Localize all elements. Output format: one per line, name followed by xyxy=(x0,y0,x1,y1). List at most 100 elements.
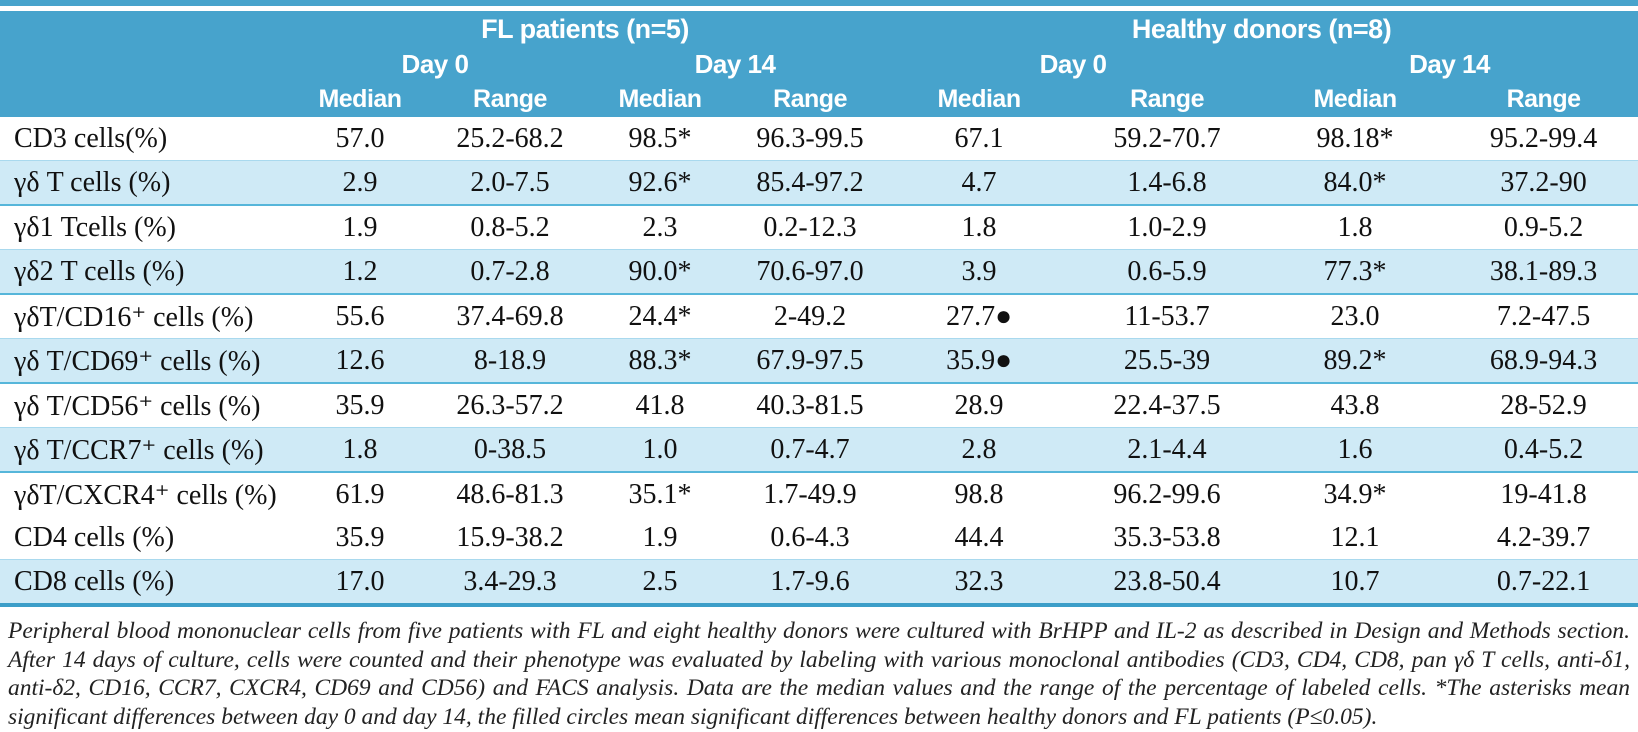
table-row: CD3 cells(%) 57.0 25.2-68.2 98.5* 96.3-99.5 6… xyxy=(0,117,1638,161)
value-cell: 88.3* xyxy=(585,338,735,384)
col-header-row: Median Range Median Range Median Range M… xyxy=(0,81,1638,117)
value-cell: 11-53.7 xyxy=(1124,300,1210,332)
value-cell: 2.0-7.5 xyxy=(435,160,585,206)
value-cell: 37.2-90 xyxy=(1449,160,1638,206)
table-row: γδ T cells (%) 2.9 2.0-7.5 92.6* 85.4-97.2 4.… xyxy=(0,160,1638,206)
value-cell: 2.1-4.4 xyxy=(1073,427,1262,473)
value-cell: 1.6 xyxy=(1261,427,1450,473)
value-cell: 1.9 xyxy=(342,211,378,243)
value-cell: 61.9 xyxy=(335,478,385,510)
row-label: γδ T/CCR7⁺ cells (%) xyxy=(0,427,285,473)
phenotype-table: FL patients (n=5) Healthy donors (n=8) D… xyxy=(0,11,1638,607)
day-header-hd-day0: Day 0 xyxy=(885,48,1262,81)
table-row: γδ T/CD69⁺ cells (%) 12.6 8-18.9 88.3* 67.9-… xyxy=(0,338,1638,384)
day-header-row: Day 0 Day 14 Day 0 Day 14 xyxy=(0,48,1638,81)
value-cell: 70.6-97.0 xyxy=(735,249,886,295)
value-cell: 98.8 xyxy=(954,478,1004,510)
value-cell: 35.1* xyxy=(628,478,692,510)
value-cell: 57.0 xyxy=(335,122,385,154)
value-cell: 0.4-5.2 xyxy=(1449,427,1638,473)
value-cell: 2.9 xyxy=(285,160,435,206)
value-cell: 1.8 xyxy=(961,211,997,243)
value-cell: 44.4 xyxy=(954,521,1004,553)
value-cell: 28.9 xyxy=(954,389,1004,421)
value-cell: 28-52.9 xyxy=(1500,389,1587,421)
value-cell: 24.4* xyxy=(628,300,692,332)
value-cell: 35.9 xyxy=(335,389,385,421)
value-cell: 12.1 xyxy=(1330,521,1380,553)
col-header-range: Range xyxy=(435,81,585,117)
top-rule xyxy=(0,0,1638,6)
value-cell: 17.0 xyxy=(285,559,435,607)
table-footnote: Peripheral blood mononuclear cells from … xyxy=(8,618,1630,730)
value-cell: 1.0 xyxy=(585,427,735,473)
value-cell: 43.8 xyxy=(1330,389,1380,421)
value-cell: 96.3-99.5 xyxy=(756,122,864,154)
value-cell: 12.6 xyxy=(285,338,435,384)
col-header-median: Median xyxy=(885,81,1074,117)
value-cell: 22.4-37.5 xyxy=(1113,389,1221,421)
row-label: γδ1 Tcells (%) xyxy=(14,211,176,243)
corner-cell xyxy=(0,48,285,81)
value-cell: 1.4-6.8 xyxy=(1073,160,1262,206)
table-row: CD8 cells (%) 17.0 3.4-29.3 2.5 1.7-9.6 32.3 2… xyxy=(0,559,1638,607)
value-cell: 0.7-22.1 xyxy=(1449,559,1638,607)
value-cell: 3.9 xyxy=(885,249,1074,295)
table-row: γδT/CD16⁺ cells (%) 55.6 37.4-69.8 24.4* 2-4… xyxy=(0,294,1638,339)
group-header-healthy-donors: Healthy donors (n=8) xyxy=(885,11,1638,48)
value-cell: 2.3 xyxy=(642,211,678,243)
group-header-fl-patients: FL patients (n=5) xyxy=(285,11,886,48)
row-label: CD4 cells (%) xyxy=(14,521,175,553)
row-label: CD3 cells(%) xyxy=(14,122,168,154)
row-label: γδ T/CD56⁺ cells (%) xyxy=(14,390,261,422)
value-cell: 19-41.8 xyxy=(1500,478,1587,510)
row-label: γδ T/CD69⁺ cells (%) xyxy=(0,338,285,384)
row-label: γδ T cells (%) xyxy=(0,160,285,206)
value-cell: 38.1-89.3 xyxy=(1449,249,1638,295)
day-header-fl-day0: Day 0 xyxy=(285,48,585,81)
value-cell: 98.18* xyxy=(1316,122,1394,154)
value-cell: 0.9-5.2 xyxy=(1503,211,1584,243)
col-header-range: Range xyxy=(1073,81,1262,117)
value-cell: 0.6-4.3 xyxy=(770,521,850,553)
col-header-range: Range xyxy=(735,81,886,117)
table-row: γδT/CXCR4⁺ cells (%) 61.9 48.6-81.3 35.1* 1.… xyxy=(0,472,1638,516)
table-row: γδ T/CD56⁺ cells (%) 35.9 26.3-57.2 41.8 40.… xyxy=(0,383,1638,428)
value-cell: 1.9 xyxy=(642,521,678,553)
value-cell: 2-49.2 xyxy=(773,300,847,332)
row-label: CD8 cells (%) xyxy=(0,559,285,607)
value-cell: 0.6-5.9 xyxy=(1073,249,1262,295)
value-cell: 89.2* xyxy=(1261,338,1450,384)
value-cell: 23.0 xyxy=(1330,300,1380,332)
value-cell: 35.3-53.8 xyxy=(1113,521,1221,553)
value-cell: 10.7 xyxy=(1261,559,1450,607)
table-row: CD4 cells (%) 35.9 15.9-38.2 1.9 0.6-4.3 44.4… xyxy=(0,516,1638,560)
table-row: γδ1 Tcells (%) 1.9 0.8-5.2 2.3 0.2-12.3 1.8 1.… xyxy=(0,205,1638,250)
value-cell: 67.9-97.5 xyxy=(735,338,886,384)
value-cell: 0-38.5 xyxy=(435,427,585,473)
value-cell: 15.9-38.2 xyxy=(456,521,564,553)
value-cell: 84.0* xyxy=(1261,160,1450,206)
value-cell: 25.5-39 xyxy=(1073,338,1262,384)
corner-cell xyxy=(0,11,285,48)
col-header-range: Range xyxy=(1449,81,1638,117)
value-cell: 1.8 xyxy=(285,427,435,473)
value-cell: 98.5* xyxy=(628,122,692,154)
value-cell: 1.2 xyxy=(285,249,435,295)
group-header-row: FL patients (n=5) Healthy donors (n=8) xyxy=(0,11,1638,48)
value-cell: 77.3* xyxy=(1261,249,1450,295)
table-row: γδ T/CCR7⁺ cells (%) 1.8 0-38.5 1.0 0.7-4.7 2… xyxy=(0,427,1638,473)
corner-cell xyxy=(0,81,285,117)
value-cell: 95.2-99.4 xyxy=(1489,122,1598,154)
value-cell: 23.8-50.4 xyxy=(1073,559,1262,607)
value-cell: 1.7-9.6 xyxy=(735,559,886,607)
value-cell: 1.7-49.9 xyxy=(763,478,857,510)
value-cell: 26.3-57.2 xyxy=(456,389,564,421)
value-cell: 35.9● xyxy=(885,338,1074,384)
col-header-median: Median xyxy=(1261,81,1450,117)
value-cell: 67.1 xyxy=(954,122,1004,154)
value-cell: 41.8 xyxy=(635,389,685,421)
col-header-median: Median xyxy=(285,81,435,117)
value-cell: 55.6 xyxy=(335,300,385,332)
value-cell: 48.6-81.3 xyxy=(456,478,564,510)
